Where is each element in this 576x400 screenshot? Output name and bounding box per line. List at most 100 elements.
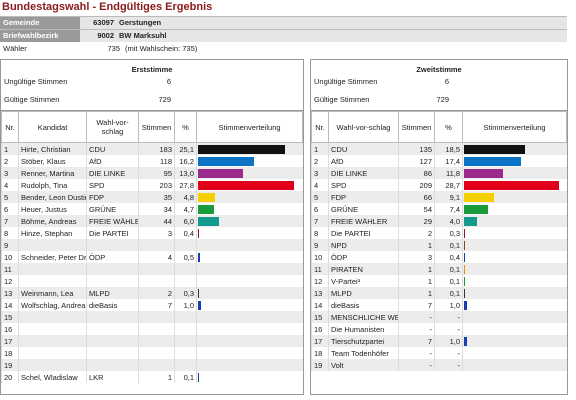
info-name: Gerstungen — [119, 18, 162, 27]
cell-nr: 3 — [1, 167, 19, 179]
cell-bar — [196, 263, 303, 275]
cell-nr: 19 — [311, 359, 329, 371]
voters-note: (mit Wahlschein: 735) — [125, 44, 198, 53]
cell-nr: 6 — [1, 203, 19, 215]
cell-nr: 16 — [1, 323, 19, 335]
cell-party — [86, 311, 139, 323]
cell-candidate: Schel, Wladislaw — [18, 371, 87, 383]
result-row: 4 SPD 209 28,7 — [311, 179, 567, 191]
cell-party — [86, 263, 139, 275]
cell-bar — [196, 142, 303, 155]
column-header: Kandidat — [18, 111, 87, 143]
cell-party: Die PARTEI — [86, 227, 139, 239]
cell-bar — [462, 323, 567, 335]
cell-percent: 0,5 — [174, 251, 197, 263]
cell-percent: 0,1 — [434, 239, 463, 251]
cell-percent — [174, 263, 197, 275]
header-row: Nr. Wahl-vor-schlag Stimmen% Stimmenverteil… — [311, 111, 567, 143]
cell-percent — [174, 347, 197, 359]
results-table: Nr. Wahl-vor-schlag Stimmen% Stimmenverteil… — [311, 111, 567, 371]
cell-votes — [138, 311, 175, 323]
column-header: Stimmen — [138, 111, 175, 143]
cell-party: CDU — [328, 142, 399, 155]
cell-percent — [174, 323, 197, 335]
result-row: 19 — [1, 359, 303, 371]
cell-party: AfD — [86, 155, 139, 167]
cell-bar — [462, 359, 567, 371]
cell-party: Volt — [328, 359, 399, 371]
cell-nr: 2 — [311, 155, 329, 167]
cell-votes: 2 — [398, 227, 435, 239]
cell-votes: 95 — [138, 167, 175, 179]
info-code: 63097 — [93, 18, 114, 27]
cell-party: CDU — [86, 142, 139, 155]
cell-candidate — [18, 263, 87, 275]
results-table: Nr. Kandidat Wahl-vor-schlag Stimmen% Stimme… — [1, 111, 303, 383]
summary-value: 6 — [444, 77, 449, 86]
cell-nr: 20 — [1, 371, 19, 383]
thead: Nr. Wahl-vor-schlag Stimmen% Stimmenverteil… — [311, 111, 567, 143]
column-header: Stimmenverteilung — [196, 111, 303, 143]
cell-percent: 4,8 — [174, 191, 197, 203]
info-row: Briefwahlbezirk 9002 BW Marksuhl — [0, 29, 567, 42]
cell-votes: 1 — [398, 275, 435, 287]
cell-votes: 1 — [398, 263, 435, 275]
result-row: 18 Team Todenhöfer - - — [311, 347, 567, 359]
panel-summary: Erststimme Ungültige Stimmen 6 Gültige Stim… — [1, 60, 303, 111]
cell-bar — [196, 155, 303, 167]
panel-title: Zweitstimme — [416, 65, 462, 74]
cell-percent: 4,7 — [174, 203, 197, 215]
cell-percent: 0,3 — [174, 287, 197, 299]
cell-votes: 127 — [398, 155, 435, 167]
cell-votes: 4 — [138, 251, 175, 263]
cell-party: ÖDP — [86, 251, 139, 263]
cell-bar — [196, 227, 303, 239]
vote-bar — [198, 253, 200, 262]
result-row: 17 — [1, 335, 303, 347]
cell-candidate: Böhme, Andreas — [18, 215, 87, 227]
cell-nr: 14 — [311, 299, 329, 311]
vote-bar — [198, 217, 219, 226]
cell-votes: 135 — [398, 142, 435, 155]
summary-value: 729 — [436, 95, 449, 104]
result-row: 16 Die Humanisten - - — [311, 323, 567, 335]
cell-votes: 7 — [138, 299, 175, 311]
cell-candidate: Rudolph, Tina — [18, 179, 87, 191]
vote-bar — [464, 301, 468, 310]
vote-bar — [464, 205, 489, 214]
cell-nr: 10 — [311, 251, 329, 263]
cell-bar — [462, 203, 567, 215]
cell-nr: 16 — [311, 323, 329, 335]
cell-candidate: Schneider, Peter Dr. — [18, 251, 87, 263]
cell-party: GRÜNE — [86, 203, 139, 215]
cell-bar — [196, 215, 303, 227]
cell-bar — [196, 287, 303, 299]
vote-bar — [464, 217, 478, 226]
vote-bar — [198, 193, 215, 202]
cell-candidate — [18, 311, 87, 323]
cell-party: dieBasis — [328, 299, 399, 311]
result-row: 4 Rudolph, Tina SPD 203 27,8 — [1, 179, 303, 191]
cell-nr: 2 — [1, 155, 19, 167]
result-row: 3 Renner, Martina DIE LINKE 95 13,0 — [1, 167, 303, 179]
panel: Zweitstimme Ungültige Stimmen 6 Gültige Sti… — [310, 59, 568, 395]
cell-nr: 11 — [311, 263, 329, 275]
cell-party: MLPD — [86, 287, 139, 299]
cell-bar — [462, 142, 567, 155]
vote-bar — [198, 205, 215, 214]
column-header: Nr. — [311, 111, 329, 143]
cell-percent: 0,4 — [174, 227, 197, 239]
cell-votes: 29 — [398, 215, 435, 227]
cell-party: AfD — [328, 155, 399, 167]
cell-bar — [196, 191, 303, 203]
cell-party: V-Partei³ — [328, 275, 399, 287]
cell-bar — [196, 275, 303, 287]
cell-nr: 1 — [1, 142, 19, 155]
cell-party: MLPD — [328, 287, 399, 299]
column-header: Stimmen — [398, 111, 435, 143]
cell-nr: 13 — [311, 287, 329, 299]
tbody: 1 Hirte, Christian CDU 183 25,1 2 Stöber, Klau… — [1, 142, 303, 383]
cell-party — [86, 347, 139, 359]
result-row: 7 FREIE WÄHLER 29 4,0 — [311, 215, 567, 227]
